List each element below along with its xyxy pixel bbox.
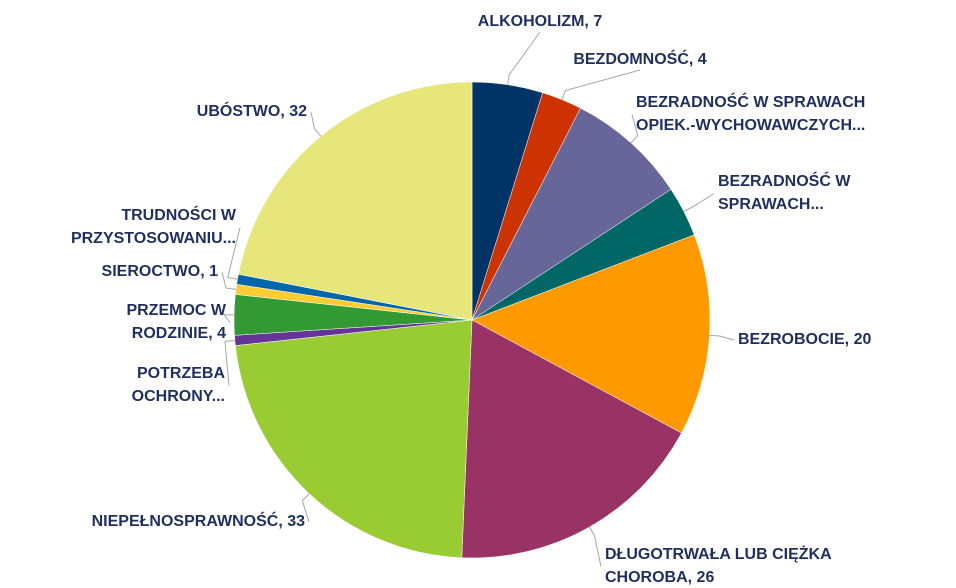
leader-line xyxy=(507,31,541,85)
leader-line xyxy=(310,111,322,137)
data-label-line: OPIEK.-WYCHOWAWCZYCH... xyxy=(636,117,865,134)
leader-line xyxy=(223,314,235,323)
leader-line xyxy=(227,227,241,280)
leader-line xyxy=(561,69,641,100)
data-label: BEZROBOCIE, 20 xyxy=(738,331,871,348)
leader-line xyxy=(589,526,602,567)
data-label-line: UBÓSTWO, 32 xyxy=(197,101,307,120)
data-label-line: RODZINIE, 4 xyxy=(132,325,226,342)
leader-line xyxy=(709,334,735,341)
data-label-line: CHOROBA, 26 xyxy=(605,569,714,586)
pie-slice xyxy=(461,319,682,559)
data-label-line: PRZEMOC W xyxy=(126,302,226,319)
pie-slice xyxy=(471,234,711,434)
data-label-line: PRZYSTOSOWANIU... xyxy=(71,230,236,247)
leader-line xyxy=(301,493,310,523)
data-label-line: DŁUGOTRWAŁA LUB CIĘŻKA xyxy=(605,545,832,563)
data-label: BEZDOMNOŚĆ, 4 xyxy=(573,49,706,68)
data-label-line: SIEROCTWO, 1 xyxy=(102,263,219,280)
data-label-line: BEZROBOCIE, 20 xyxy=(738,331,871,348)
leader-line xyxy=(683,193,715,212)
leader-line xyxy=(630,114,639,144)
data-label: POTRZEBA OCHRONY... xyxy=(132,365,226,405)
data-label: TRUDNOŚCI W PRZYSTOSOWANIU... xyxy=(71,205,237,247)
data-label: ALKOHOLIZM, 7 xyxy=(478,13,603,30)
data-label-line: TRUDNOŚCI W xyxy=(121,205,237,224)
data-label: UBÓSTWO, 32 xyxy=(197,101,307,120)
data-label-line: BEZRADNOŚĆ W xyxy=(718,171,851,190)
pie-slice xyxy=(235,319,473,559)
data-label-line: BEZRADNOŚĆ W SPRAWACH xyxy=(636,92,865,111)
data-label-line: NIEPEŁNOSPRAWNOŚĆ, 33 xyxy=(92,511,305,530)
data-label-line: POTRZEBA xyxy=(137,365,225,382)
data-label: PRZEMOC W RODZINIE, 4 xyxy=(126,302,226,342)
data-label-line: OCHRONY... xyxy=(132,388,225,405)
leader-line xyxy=(224,339,235,386)
data-label-line: SPRAWACH... xyxy=(718,196,824,213)
leader-line xyxy=(221,271,237,290)
pie-slice xyxy=(238,81,473,321)
data-label: NIEPEŁNOSPRAWNOŚĆ, 33 xyxy=(92,511,305,530)
data-label: SIEROCTWO, 1 xyxy=(102,263,219,280)
data-label: BEZRADNOŚĆ W SPRAWACH... xyxy=(718,171,851,213)
data-label: DŁUGOTRWAŁA LUB CIĘŻKA CHOROBA, 26 xyxy=(605,545,832,586)
data-label-line: BEZDOMNOŚĆ, 4 xyxy=(573,49,706,68)
data-label-line: ALKOHOLIZM, 7 xyxy=(478,13,603,30)
data-label: BEZRADNOŚĆ W SPRAWACH OPIEK.-WYCHOWAWCZYC… xyxy=(636,92,865,134)
